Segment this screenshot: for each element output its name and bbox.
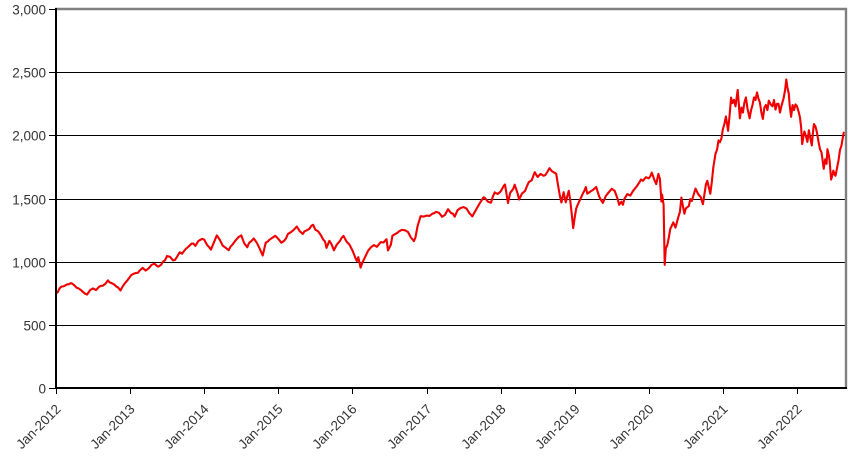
x-tick-label: Jan-2021 <box>680 402 730 452</box>
x-tick-label: Jan-2015 <box>235 402 285 452</box>
x-tick-label: Jan-2013 <box>87 402 137 452</box>
y-tick-label: 3,000 <box>12 3 46 18</box>
y-tick-label: 2,500 <box>12 66 46 81</box>
x-tick-label: Jan-2016 <box>309 402 359 452</box>
y-tick-label: 2,000 <box>12 129 46 144</box>
x-tick-label: Jan-2014 <box>161 401 212 452</box>
x-tick-label: Jan-2017 <box>384 402 434 452</box>
y-tick-label: 0 <box>38 382 46 397</box>
x-tick-label: Jan-2012 <box>13 402 63 452</box>
y-tick-label: 1,500 <box>12 193 46 208</box>
y-tick-label: 1,000 <box>12 256 46 271</box>
x-tick-label: Jan-2020 <box>606 402 656 452</box>
series-line <box>54 78 845 296</box>
y-tick-label: 500 <box>23 319 46 334</box>
x-tick-label: Jan-2019 <box>532 402 582 452</box>
x-tick-label: Jan-2022 <box>754 402 804 452</box>
x-tick-label: Jan-2018 <box>458 402 508 452</box>
